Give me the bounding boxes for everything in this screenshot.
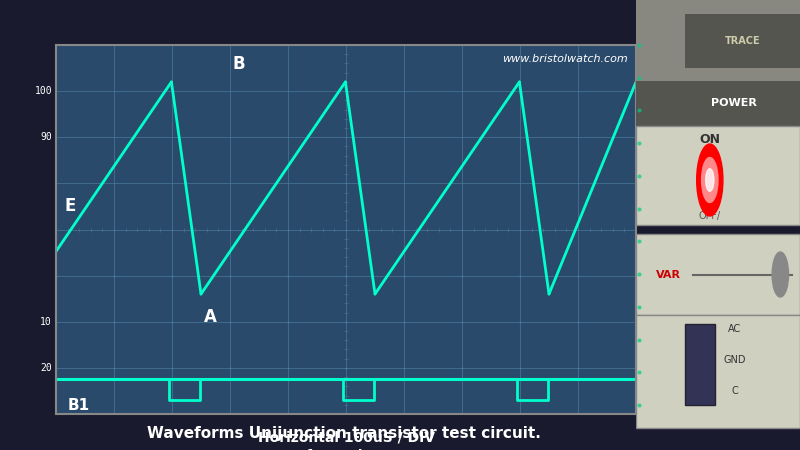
Text: C: C [731, 387, 738, 396]
Text: ON: ON [699, 133, 720, 146]
Text: GND: GND [723, 355, 746, 365]
Bar [685, 324, 714, 405]
Bar [636, 81, 800, 126]
Text: 20: 20 [40, 363, 52, 373]
Text: A: A [204, 308, 217, 326]
Bar [636, 126, 800, 225]
Text: AC: AC [728, 324, 741, 333]
Text: TRACE: TRACE [725, 36, 761, 45]
Bar [685, 14, 800, 68]
Text: B1: B1 [67, 398, 90, 413]
Circle shape [772, 252, 789, 297]
Text: 100: 100 [34, 86, 52, 96]
Bar [636, 234, 800, 315]
Text: POWER: POWER [711, 99, 758, 108]
Text: Horizontal 100uS / DIV: Horizontal 100uS / DIV [258, 430, 434, 444]
Circle shape [702, 158, 718, 202]
Bar [636, 0, 800, 99]
Text: www.bristolwatch.com: www.bristolwatch.com [502, 54, 627, 64]
Circle shape [697, 144, 723, 216]
Text: f = 3.3kHz: f = 3.3kHz [306, 449, 386, 450]
Text: 90: 90 [40, 132, 52, 142]
Text: 10: 10 [40, 317, 52, 327]
Text: OFF/: OFF/ [698, 211, 721, 221]
Circle shape [706, 169, 714, 191]
Text: B: B [233, 55, 246, 72]
Bar [636, 315, 800, 428]
Text: VAR: VAR [656, 270, 682, 279]
Text: E: E [65, 198, 76, 216]
Text: Waveforms Unijunction transistor test circuit.: Waveforms Unijunction transistor test ci… [147, 426, 541, 441]
